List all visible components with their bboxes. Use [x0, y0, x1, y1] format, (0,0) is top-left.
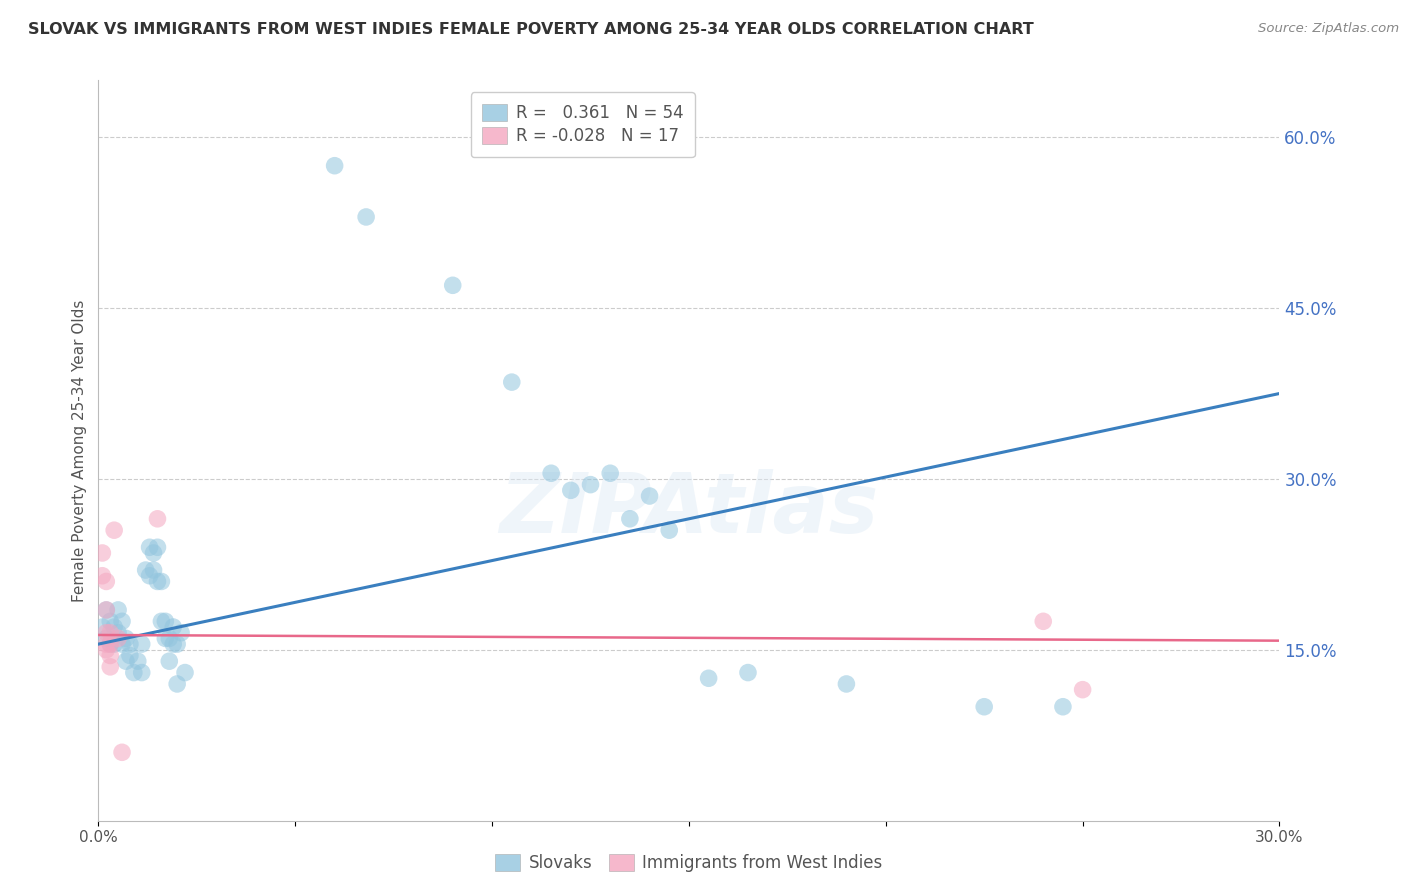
Point — [150, 574, 173, 589]
Point — [131, 637, 153, 651]
Point — [96, 632, 118, 646]
Point — [973, 699, 995, 714]
Point — [115, 632, 138, 646]
Point — [103, 523, 125, 537]
Point — [441, 278, 464, 293]
Point — [162, 637, 184, 651]
Point — [131, 665, 153, 680]
Point — [658, 523, 681, 537]
Point — [501, 375, 523, 389]
Point — [96, 642, 118, 657]
Point — [98, 625, 121, 640]
Point — [1052, 699, 1074, 714]
Point — [107, 625, 129, 640]
Point — [146, 574, 169, 589]
Point — [619, 512, 641, 526]
Point — [122, 665, 145, 680]
Point — [560, 483, 582, 498]
Point — [142, 546, 165, 560]
Point — [579, 477, 602, 491]
Point — [540, 467, 562, 481]
Point — [107, 632, 129, 646]
Point — [162, 620, 184, 634]
Point — [166, 677, 188, 691]
Point — [91, 546, 114, 560]
Point — [98, 637, 121, 651]
Point — [111, 637, 134, 651]
Point — [135, 563, 157, 577]
Point — [155, 632, 177, 646]
Text: ZIPAtlas: ZIPAtlas — [499, 469, 879, 550]
Point — [91, 620, 114, 634]
Point — [174, 665, 197, 680]
Point — [142, 563, 165, 577]
Point — [146, 541, 169, 555]
Point — [103, 637, 125, 651]
Point — [98, 615, 121, 629]
Point — [115, 654, 138, 668]
Point — [111, 745, 134, 759]
Point — [118, 637, 141, 651]
Point — [323, 159, 346, 173]
Point — [96, 625, 118, 640]
Legend: Slovaks, Immigrants from West Indies: Slovaks, Immigrants from West Indies — [489, 847, 889, 879]
Point — [96, 637, 118, 651]
Point — [96, 603, 118, 617]
Point — [118, 648, 141, 663]
Point — [146, 512, 169, 526]
Point — [354, 210, 377, 224]
Point — [638, 489, 661, 503]
Point — [138, 541, 160, 555]
Text: SLOVAK VS IMMIGRANTS FROM WEST INDIES FEMALE POVERTY AMONG 25-34 YEAR OLDS CORRE: SLOVAK VS IMMIGRANTS FROM WEST INDIES FE… — [28, 22, 1033, 37]
Y-axis label: Female Poverty Among 25-34 Year Olds: Female Poverty Among 25-34 Year Olds — [72, 300, 87, 601]
Point — [98, 637, 121, 651]
Point — [599, 467, 621, 481]
Point — [1071, 682, 1094, 697]
Point — [170, 625, 193, 640]
Point — [96, 603, 118, 617]
Point — [96, 574, 118, 589]
Point — [737, 665, 759, 680]
Point — [98, 648, 121, 663]
Point — [150, 615, 173, 629]
Text: Source: ZipAtlas.com: Source: ZipAtlas.com — [1258, 22, 1399, 36]
Point — [155, 615, 177, 629]
Point — [1032, 615, 1054, 629]
Point — [91, 568, 114, 582]
Point — [138, 568, 160, 582]
Point — [127, 654, 149, 668]
Point — [111, 615, 134, 629]
Point — [157, 654, 180, 668]
Point — [157, 632, 180, 646]
Point — [835, 677, 858, 691]
Point — [98, 660, 121, 674]
Point — [103, 620, 125, 634]
Point — [166, 637, 188, 651]
Point — [697, 671, 720, 685]
Point — [107, 603, 129, 617]
